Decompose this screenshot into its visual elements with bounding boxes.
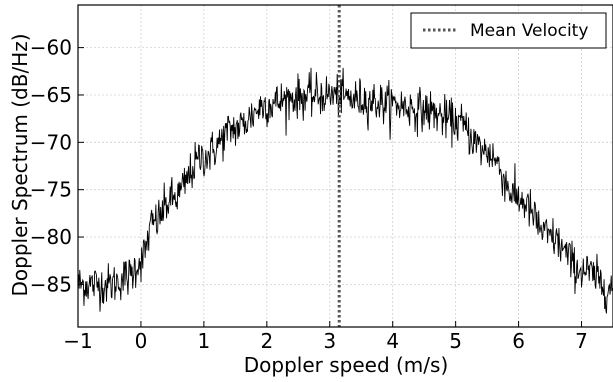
x-tick-label: 3 [323,329,336,353]
ticks: −1 0 1 2 3 4 5 6 7 −85 −80 −75 −70 −65 −60 [30,36,588,353]
x-tick-label: 7 [575,329,588,353]
x-tick-label: 5 [449,329,462,353]
x-tick-label: 4 [386,329,399,353]
x-tick-label: −1 [63,329,92,353]
x-tick-label: 1 [198,329,211,353]
y-tick-label: −60 [30,36,72,60]
y-tick-label: −75 [30,178,72,202]
legend: Mean Velocity [410,12,607,49]
series-layer [77,5,613,327]
y-tick-label: −70 [30,130,72,154]
y-tick-label: −65 [30,83,72,107]
doppler-spectrum-line [77,67,613,314]
legend-mean-velocity-label: Mean Velocity [470,21,588,41]
y-tick-label: −85 [30,272,72,296]
y-tick-label: −80 [30,225,72,249]
plot-frame [77,4,613,328]
x-tick-label: 6 [512,329,525,353]
y-axis-label: Doppler Spectrum (dB/Hz) [8,33,32,296]
grid [77,5,613,327]
x-tick-label: 0 [135,329,148,353]
plot-border [77,4,613,328]
x-tick-label: 2 [260,329,273,353]
x-axis-label: Doppler speed (m/s) [244,353,449,377]
